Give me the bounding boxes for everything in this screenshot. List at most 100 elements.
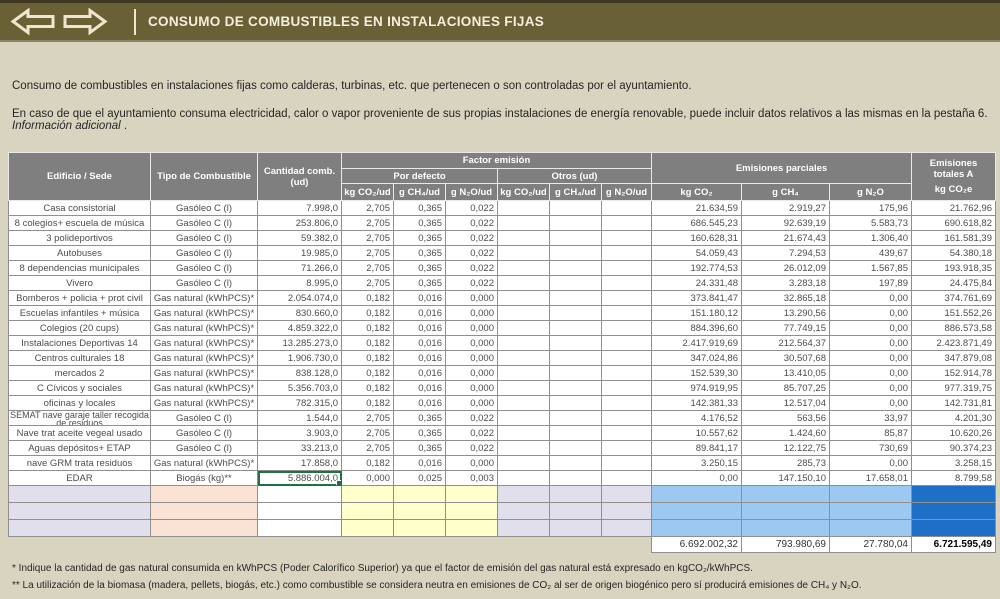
- cell-factor-co2[interactable]: 0,182: [341, 335, 394, 351]
- cell-cantidad[interactable]: 5.886.004,0: [257, 470, 342, 486]
- cell-emision-n2o[interactable]: 175,96: [829, 200, 912, 216]
- empty-cell-otros-n2o[interactable]: [601, 485, 652, 503]
- cell-cantidad[interactable]: 253.806,0: [257, 215, 342, 231]
- cell-factor-ch4[interactable]: 0,025: [393, 470, 446, 486]
- empty-cell-factor-ch4[interactable]: [393, 519, 446, 537]
- cell-otros-n2o[interactable]: [601, 335, 652, 351]
- cell-edificio[interactable]: mercados 2: [8, 365, 151, 381]
- cell-tipo-combustible[interactable]: Biogás (kg)**: [150, 470, 258, 486]
- cell-otros-ch4[interactable]: [549, 440, 602, 456]
- cell-emision-co2[interactable]: 10.557,62: [651, 425, 742, 441]
- total-kg-co2e[interactable]: 6.721.595,49: [911, 536, 996, 553]
- cell-cantidad[interactable]: 33.213,0: [257, 440, 342, 456]
- cell-emision-total[interactable]: 4.201,30: [911, 410, 996, 426]
- cell-emision-n2o[interactable]: 17.658,01: [829, 470, 912, 486]
- cell-edificio[interactable]: 3 polideportivos: [8, 230, 151, 246]
- cell-otros-n2o[interactable]: [601, 215, 652, 231]
- cell-emision-ch4[interactable]: 212.564,37: [741, 335, 830, 351]
- cell-emision-n2o[interactable]: 0,00: [829, 290, 912, 306]
- cell-factor-co2[interactable]: 2,705: [341, 440, 394, 456]
- cell-emision-n2o[interactable]: 33,97: [829, 410, 912, 426]
- cell-factor-n2o[interactable]: 0,003: [445, 470, 498, 486]
- cell-emision-co2[interactable]: 192.774,53: [651, 260, 742, 276]
- cell-emision-ch4[interactable]: 2.919,27: [741, 200, 830, 216]
- cell-emision-total[interactable]: 977.319,75: [911, 380, 996, 396]
- cell-emision-co2[interactable]: 142.381,33: [651, 395, 742, 411]
- cell-emision-n2o[interactable]: 0,00: [829, 350, 912, 366]
- cell-factor-co2[interactable]: 0,182: [341, 380, 394, 396]
- cell-otros-co2[interactable]: [497, 380, 550, 396]
- cell-emision-total[interactable]: 3.258,15: [911, 455, 996, 471]
- cell-cantidad[interactable]: 1.906.730,0: [257, 350, 342, 366]
- cell-tipo-combustible[interactable]: Gasóleo C (l): [150, 200, 258, 216]
- cell-otros-co2[interactable]: [497, 335, 550, 351]
- cell-cantidad[interactable]: 838.128,0: [257, 365, 342, 381]
- empty-cell-factor-ch4[interactable]: [393, 502, 446, 520]
- cell-emision-total[interactable]: 21.762,96: [911, 200, 996, 216]
- empty-cell-factor-n2o[interactable]: [445, 485, 498, 503]
- cell-emision-total[interactable]: 2.423.871,49: [911, 335, 996, 351]
- empty-cell-factor-co2[interactable]: [341, 502, 394, 520]
- cell-emision-total[interactable]: 690.618,82: [911, 215, 996, 231]
- cell-otros-co2[interactable]: [497, 305, 550, 321]
- cell-otros-n2o[interactable]: [601, 230, 652, 246]
- empty-cell-otros-co2[interactable]: [497, 502, 550, 520]
- cell-otros-ch4[interactable]: [549, 365, 602, 381]
- cell-factor-n2o[interactable]: 0,000: [445, 320, 498, 336]
- cell-emision-ch4[interactable]: 26.012,09: [741, 260, 830, 276]
- cell-edificio[interactable]: Aguas depósitos+ ETAP: [8, 440, 151, 456]
- cell-otros-ch4[interactable]: [549, 245, 602, 261]
- cell-emision-co2[interactable]: 4.176,52: [651, 410, 742, 426]
- cell-factor-ch4[interactable]: 0,016: [393, 290, 446, 306]
- cell-tipo-combustible[interactable]: Gas natural (kWhPCS)*: [150, 380, 258, 396]
- cell-emision-ch4[interactable]: 21.674,43: [741, 230, 830, 246]
- cell-factor-co2[interactable]: 0,182: [341, 350, 394, 366]
- cell-edificio[interactable]: nave GRM trata residuos: [8, 455, 151, 471]
- cell-factor-n2o[interactable]: 0,022: [445, 200, 498, 216]
- empty-cell-edificio[interactable]: [8, 502, 151, 520]
- cell-emision-co2[interactable]: 686.545,23: [651, 215, 742, 231]
- total-kg-co2[interactable]: 6.692.002,32: [651, 536, 742, 553]
- cell-otros-co2[interactable]: [497, 215, 550, 231]
- cell-factor-n2o[interactable]: 0,022: [445, 245, 498, 261]
- cell-otros-ch4[interactable]: [549, 260, 602, 276]
- cell-otros-n2o[interactable]: [601, 245, 652, 261]
- cell-factor-n2o[interactable]: 0,000: [445, 455, 498, 471]
- cell-otros-n2o[interactable]: [601, 290, 652, 306]
- empty-cell-cantidad[interactable]: [257, 502, 342, 520]
- cell-emision-total[interactable]: 151.552,26: [911, 305, 996, 321]
- cell-otros-ch4[interactable]: [549, 305, 602, 321]
- cell-cantidad[interactable]: 71.266,0: [257, 260, 342, 276]
- empty-cell-otros-ch4[interactable]: [549, 519, 602, 537]
- cell-otros-co2[interactable]: [497, 455, 550, 471]
- cell-factor-ch4[interactable]: 0,365: [393, 410, 446, 426]
- cell-cantidad[interactable]: 782.315,0: [257, 395, 342, 411]
- cell-otros-co2[interactable]: [497, 200, 550, 216]
- cell-tipo-combustible[interactable]: Gasóleo C (l): [150, 260, 258, 276]
- cell-factor-ch4[interactable]: 0,016: [393, 395, 446, 411]
- cell-emision-n2o[interactable]: 0,00: [829, 320, 912, 336]
- cell-emision-co2[interactable]: 89.841,17: [651, 440, 742, 456]
- total-g-ch4[interactable]: 793.980,69: [741, 536, 830, 553]
- cell-factor-co2[interactable]: 2,705: [341, 200, 394, 216]
- cell-factor-co2[interactable]: 0,182: [341, 455, 394, 471]
- cell-otros-co2[interactable]: [497, 260, 550, 276]
- cell-emision-ch4[interactable]: 12.122,75: [741, 440, 830, 456]
- cell-emision-co2[interactable]: 373.841,47: [651, 290, 742, 306]
- cell-otros-ch4[interactable]: [549, 200, 602, 216]
- empty-cell-cantidad[interactable]: [257, 519, 342, 537]
- cell-factor-ch4[interactable]: 0,365: [393, 275, 446, 291]
- cell-factor-ch4[interactable]: 0,016: [393, 380, 446, 396]
- cell-otros-ch4[interactable]: [549, 410, 602, 426]
- cell-otros-ch4[interactable]: [549, 425, 602, 441]
- cell-cantidad[interactable]: 3.903,0: [257, 425, 342, 441]
- cell-factor-n2o[interactable]: 0,000: [445, 305, 498, 321]
- cell-emision-ch4[interactable]: 85.707,25: [741, 380, 830, 396]
- empty-cell-tipo[interactable]: [150, 485, 258, 503]
- cell-edificio[interactable]: Centros culturales 18: [8, 350, 151, 366]
- cell-cantidad[interactable]: 2.054.074,0: [257, 290, 342, 306]
- cell-factor-ch4[interactable]: 0,016: [393, 320, 446, 336]
- back-arrow-icon[interactable]: [10, 8, 56, 35]
- empty-cell-tipo[interactable]: [150, 519, 258, 537]
- cell-otros-n2o[interactable]: [601, 200, 652, 216]
